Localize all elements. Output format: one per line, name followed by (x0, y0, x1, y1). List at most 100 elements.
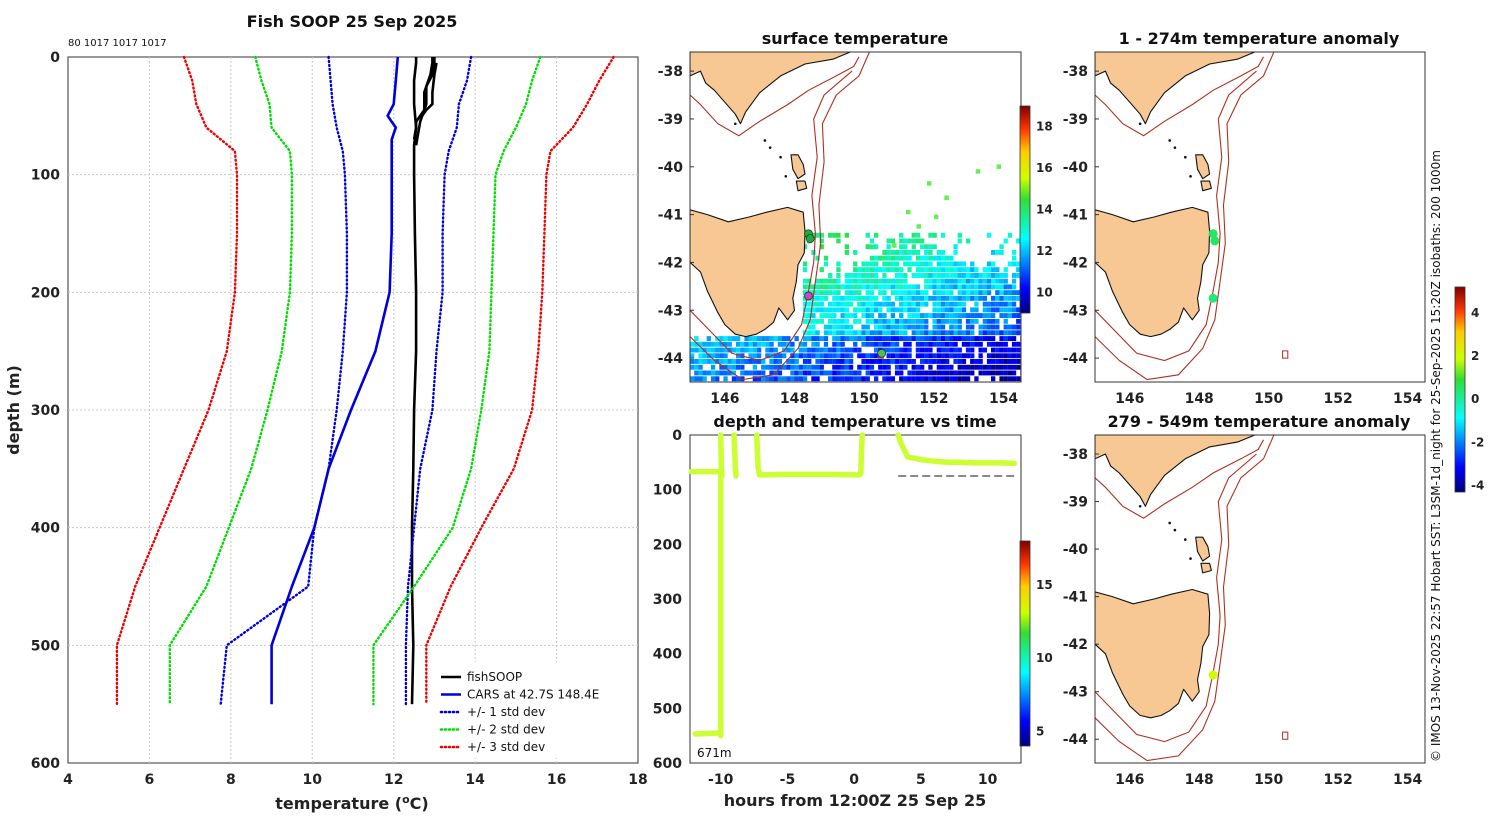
sst-cell (798, 370, 803, 376)
sst-cell (957, 267, 962, 273)
sst-cell (1011, 278, 1017, 284)
sst-cell (920, 290, 925, 296)
sst-cell (765, 336, 770, 341)
map-lat-tick: -39 (658, 112, 683, 128)
sst-cell (853, 336, 858, 341)
sst-cell (1011, 364, 1017, 370)
sst-cell (869, 290, 875, 296)
sst-cell (965, 318, 971, 324)
sst-cell (832, 290, 837, 296)
sst-cell (861, 301, 866, 307)
sst-cell (974, 341, 979, 347)
isobath-line (690, 70, 853, 362)
sst-cell (832, 341, 837, 347)
sst-cell (961, 290, 967, 296)
sst-cell (974, 336, 979, 341)
sst-cell (970, 261, 975, 267)
sst-cell (999, 244, 1004, 250)
small-island (768, 146, 772, 149)
sst-cell (936, 278, 941, 284)
sst-cell (865, 290, 870, 296)
sst-cell (777, 353, 783, 359)
sst-cell (894, 278, 900, 284)
sst-cell (731, 376, 737, 382)
sst-cell (953, 301, 958, 307)
sst-cell (986, 353, 992, 359)
sst-cell (899, 336, 904, 341)
anomaly-lower-panel: 279 - 549m temperature anomaly 146 148 150… (1063, 412, 1426, 788)
sst-cell (890, 261, 895, 267)
sst-cell (752, 341, 757, 347)
sst-cell (991, 364, 996, 370)
sst-cell (949, 290, 954, 296)
sst-cell (928, 232, 933, 238)
sst-cell (1016, 307, 1021, 313)
sst-cell (982, 318, 987, 324)
sst-cell (698, 353, 703, 359)
map-lat-tick: -42 (1063, 637, 1088, 653)
cape-barren-island (1200, 562, 1212, 574)
sst-cell (915, 250, 921, 255)
sst-cell (802, 290, 808, 296)
sst-cell (740, 370, 745, 376)
sst-cell (978, 278, 983, 284)
sst-cell (999, 341, 1004, 347)
sst-cell (940, 232, 946, 238)
sst-cell (886, 284, 891, 290)
sst-cell (1016, 313, 1021, 318)
sst-cell (970, 359, 975, 364)
sst-cell (965, 347, 971, 353)
depth-time-area (689, 434, 1022, 764)
small-island (1168, 521, 1171, 525)
sst-cell (865, 359, 870, 364)
sst-cell (899, 295, 904, 301)
sst-cell (853, 370, 858, 376)
sst-cell (903, 359, 908, 364)
small-island (1184, 538, 1187, 541)
flinders-island (1195, 154, 1211, 180)
sst-cell (1003, 307, 1008, 313)
sst-cell (957, 370, 962, 376)
sst-cell (698, 370, 703, 376)
track-segment (753, 432, 863, 478)
sst-cell (965, 284, 971, 290)
sst-cell (1007, 359, 1013, 364)
sst-cell (874, 347, 879, 353)
sst-cell (836, 278, 841, 284)
victoria-land (1095, 435, 1256, 507)
sst-cell (907, 370, 912, 376)
profile-y-tick: 500 (31, 638, 60, 654)
sst-cell (823, 359, 829, 364)
sst-cell (920, 330, 925, 336)
sst-cell (953, 307, 958, 313)
sst-cell (991, 318, 996, 324)
sst-cell (815, 301, 820, 307)
sst-cell (890, 255, 895, 261)
sst-cell (928, 313, 933, 318)
sst-cell (926, 181, 932, 186)
sst-cell (832, 301, 837, 307)
sst-cell (974, 278, 979, 284)
sst-cell (710, 370, 716, 376)
seamount-isobath (1282, 350, 1289, 359)
sst-cell (924, 290, 929, 296)
sst-cell (865, 278, 870, 284)
sst-cell (807, 324, 812, 330)
depth-time-x-tick: 5 (916, 772, 926, 788)
sst-cell (894, 318, 900, 324)
sst-cell (815, 284, 820, 290)
sst-cell (815, 376, 820, 382)
sst-cell (899, 273, 904, 278)
sst-cell (848, 295, 854, 301)
sst-cell (844, 273, 849, 278)
sst-cell (957, 330, 962, 336)
sst-cell (965, 330, 971, 336)
sst-cell (991, 347, 996, 353)
sst-cell (811, 330, 816, 336)
sst-cell (899, 278, 904, 284)
sst-cell (945, 376, 950, 382)
sst-cell (936, 261, 941, 267)
sst-cell (1007, 261, 1013, 267)
sst-cell (920, 347, 925, 353)
sst-cell (802, 313, 808, 318)
